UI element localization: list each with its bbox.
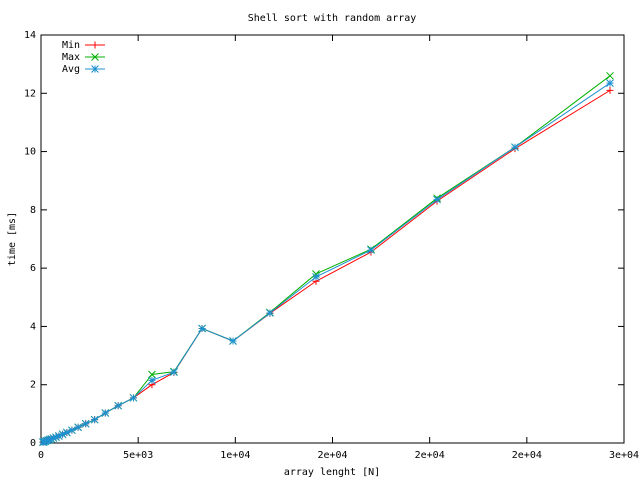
point-marker [90,415,99,424]
point-marker [58,430,67,439]
point-marker [74,423,82,432]
point-marker [47,435,56,443]
y-axis-label: time [ms] [7,212,18,266]
y-tick-label: 2 [30,380,36,391]
x-tick-label: 1e+04 [220,450,250,461]
point-marker [606,71,614,80]
point-marker [266,309,274,317]
point-marker [41,437,50,446]
point-marker [606,86,614,94]
legend-label: Min [62,40,80,51]
point-marker [52,433,60,442]
x-tick-label: 2e+04 [317,450,347,461]
point-marker [312,273,320,281]
point-marker [367,246,375,254]
x-axis-label: array lenght [N] [284,467,380,478]
point-marker [45,435,54,444]
y-tick-label: 6 [30,263,36,274]
point-marker [229,337,237,345]
x-tick-label: 2e+04 [512,450,542,461]
point-marker [170,368,178,377]
y-tick-label: 8 [30,205,36,216]
x-tick-label: 2e+04 [415,450,445,461]
point-marker [44,436,53,444]
point-marker [91,41,99,49]
point-marker [91,53,99,61]
point-marker [42,436,51,445]
x-tick-label: 0 [38,450,44,461]
y-tick-label: 12 [24,88,36,99]
point-marker [81,419,90,428]
legend-label: Max [62,52,80,63]
point-marker [606,79,614,87]
point-marker [148,370,156,379]
point-marker [40,437,48,446]
y-tick-label: 0 [30,438,36,449]
point-marker [129,393,138,402]
point-marker [511,143,519,152]
y-tick-label: 14 [24,30,36,41]
x-tick-label: 5e+03 [123,450,153,461]
point-marker [148,376,156,385]
point-marker [101,409,110,417]
point-marker [114,401,123,410]
legend-label: Avg [62,64,80,75]
chart-title: Shell sort with random array [248,13,417,24]
point-marker [198,324,206,333]
point-marker [433,195,441,204]
point-marker [49,434,58,442]
point-marker [55,432,63,440]
y-tick-label: 10 [24,147,36,158]
point-marker [68,426,76,435]
x-tick-label: 3e+04 [609,450,639,461]
y-tick-label: 4 [30,321,36,332]
point-marker [62,428,71,437]
point-marker [91,65,99,73]
